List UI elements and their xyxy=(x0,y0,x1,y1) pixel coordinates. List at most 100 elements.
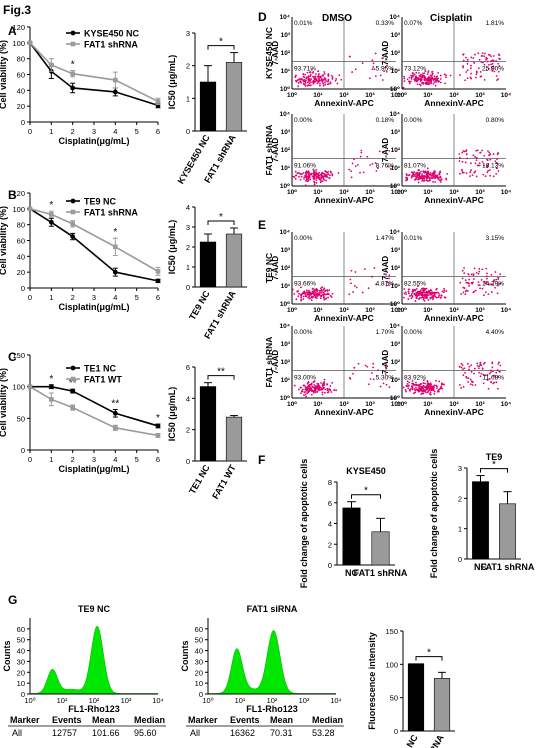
flow-dot xyxy=(316,293,319,296)
flow-dot xyxy=(444,76,447,79)
flow-dot xyxy=(388,277,390,280)
flow-dot xyxy=(362,171,365,174)
B-line-xtick-label: 1 xyxy=(49,293,53,302)
flow-dot xyxy=(323,378,326,381)
flow-dot xyxy=(373,68,376,71)
flow-dot xyxy=(330,391,333,393)
flow-dot xyxy=(485,58,487,61)
flow-ylabel: 7-AAD xyxy=(381,350,390,375)
histogram-table-header: Median xyxy=(312,715,343,725)
flow-dot xyxy=(494,160,497,162)
flow-dot xyxy=(297,81,300,84)
flow-dot xyxy=(310,81,312,83)
flow-dot xyxy=(311,292,314,295)
flow-dot xyxy=(465,289,468,292)
flow-quadrant-ll: 91.06% xyxy=(294,163,316,170)
flow-dot xyxy=(466,282,469,284)
flow-dot xyxy=(305,171,308,173)
flow-dot xyxy=(481,52,484,55)
flow-dot xyxy=(475,159,478,162)
flow-dot xyxy=(491,366,494,369)
A-line-data-point xyxy=(155,99,161,104)
flow-dot xyxy=(412,173,415,176)
flow-dot xyxy=(487,283,490,286)
flow-ytick-label: 10¹ xyxy=(281,68,290,75)
flow-dot xyxy=(463,287,466,289)
flow-dot xyxy=(477,367,480,370)
flow-dot xyxy=(331,76,334,79)
flow-dot xyxy=(445,290,448,292)
flow-dot xyxy=(483,280,486,283)
histogram-table-header: Mean xyxy=(270,715,293,725)
flow-dot xyxy=(314,294,317,297)
F-bar-1-ytick-label: 0 xyxy=(328,561,332,570)
flow-dot xyxy=(469,67,472,70)
flow-dot xyxy=(320,288,323,291)
flow-dot xyxy=(426,174,428,177)
flow-dot xyxy=(320,294,323,297)
flow-dot xyxy=(319,388,322,391)
flow-xtick-label: 10² xyxy=(339,307,349,314)
flow-dot xyxy=(485,69,488,71)
flow-dot xyxy=(473,278,475,280)
F-bar-1-category-label: NC xyxy=(345,568,358,578)
flow-dot xyxy=(320,292,323,294)
flow-dot xyxy=(335,78,338,80)
flow-dot xyxy=(462,66,464,69)
C-line-series-line xyxy=(29,385,159,437)
flow-dot xyxy=(301,388,304,391)
flow-dot xyxy=(315,289,318,292)
flow-dot xyxy=(374,52,377,55)
flow-dot xyxy=(497,70,500,73)
flow-dot xyxy=(307,293,310,296)
B-bar-bar xyxy=(225,233,243,288)
flow-dot xyxy=(481,368,484,370)
flow-dot xyxy=(461,269,464,272)
flow-dot xyxy=(385,70,388,73)
flow-dot xyxy=(321,81,324,83)
flow-dot xyxy=(407,290,410,293)
flow-dot xyxy=(410,388,412,390)
flow-dot xyxy=(485,280,488,283)
flow-dot xyxy=(316,79,319,82)
A-line-data-point xyxy=(49,62,54,68)
flow-dot xyxy=(435,288,438,291)
flow-dot xyxy=(475,149,478,152)
C-line-data-point xyxy=(155,423,161,429)
flow-dot xyxy=(312,175,315,178)
flow-dot xyxy=(488,377,491,380)
flow-dot xyxy=(422,379,425,382)
flow-dot xyxy=(309,71,311,74)
flow-ytick-label: 10³ xyxy=(281,247,291,254)
B-line-significance-mark: * xyxy=(113,227,117,238)
histogram-xtick-label: 10³ xyxy=(121,696,132,705)
flow-dot xyxy=(312,296,315,298)
flow-dot xyxy=(463,150,466,153)
A-line-data-point xyxy=(112,89,118,95)
histogram-xlabel: FL1-Rho123 xyxy=(246,704,298,714)
flow-dot xyxy=(311,288,314,290)
flow-dot xyxy=(329,81,332,84)
flow-dot xyxy=(419,387,421,390)
flow-dot xyxy=(326,387,329,390)
flow-dot xyxy=(478,270,481,273)
flow-dot xyxy=(473,171,476,174)
flow-dot xyxy=(426,387,428,390)
flow-dot xyxy=(480,372,483,375)
flow-dot xyxy=(422,170,425,173)
flow-dot xyxy=(475,71,478,74)
flow-dot xyxy=(323,382,326,385)
flow-dot xyxy=(434,174,437,177)
flow-ylabel: 7-AAD xyxy=(271,138,280,163)
flow-dot xyxy=(300,298,303,301)
flow-dot xyxy=(486,277,488,280)
flow-dot xyxy=(437,77,440,80)
flow-dot xyxy=(466,58,469,61)
flow-dot xyxy=(311,290,314,293)
flow-dot xyxy=(407,298,410,300)
flow-dot xyxy=(389,167,392,170)
flow-quadrant-ll: 82.55% xyxy=(404,281,426,288)
